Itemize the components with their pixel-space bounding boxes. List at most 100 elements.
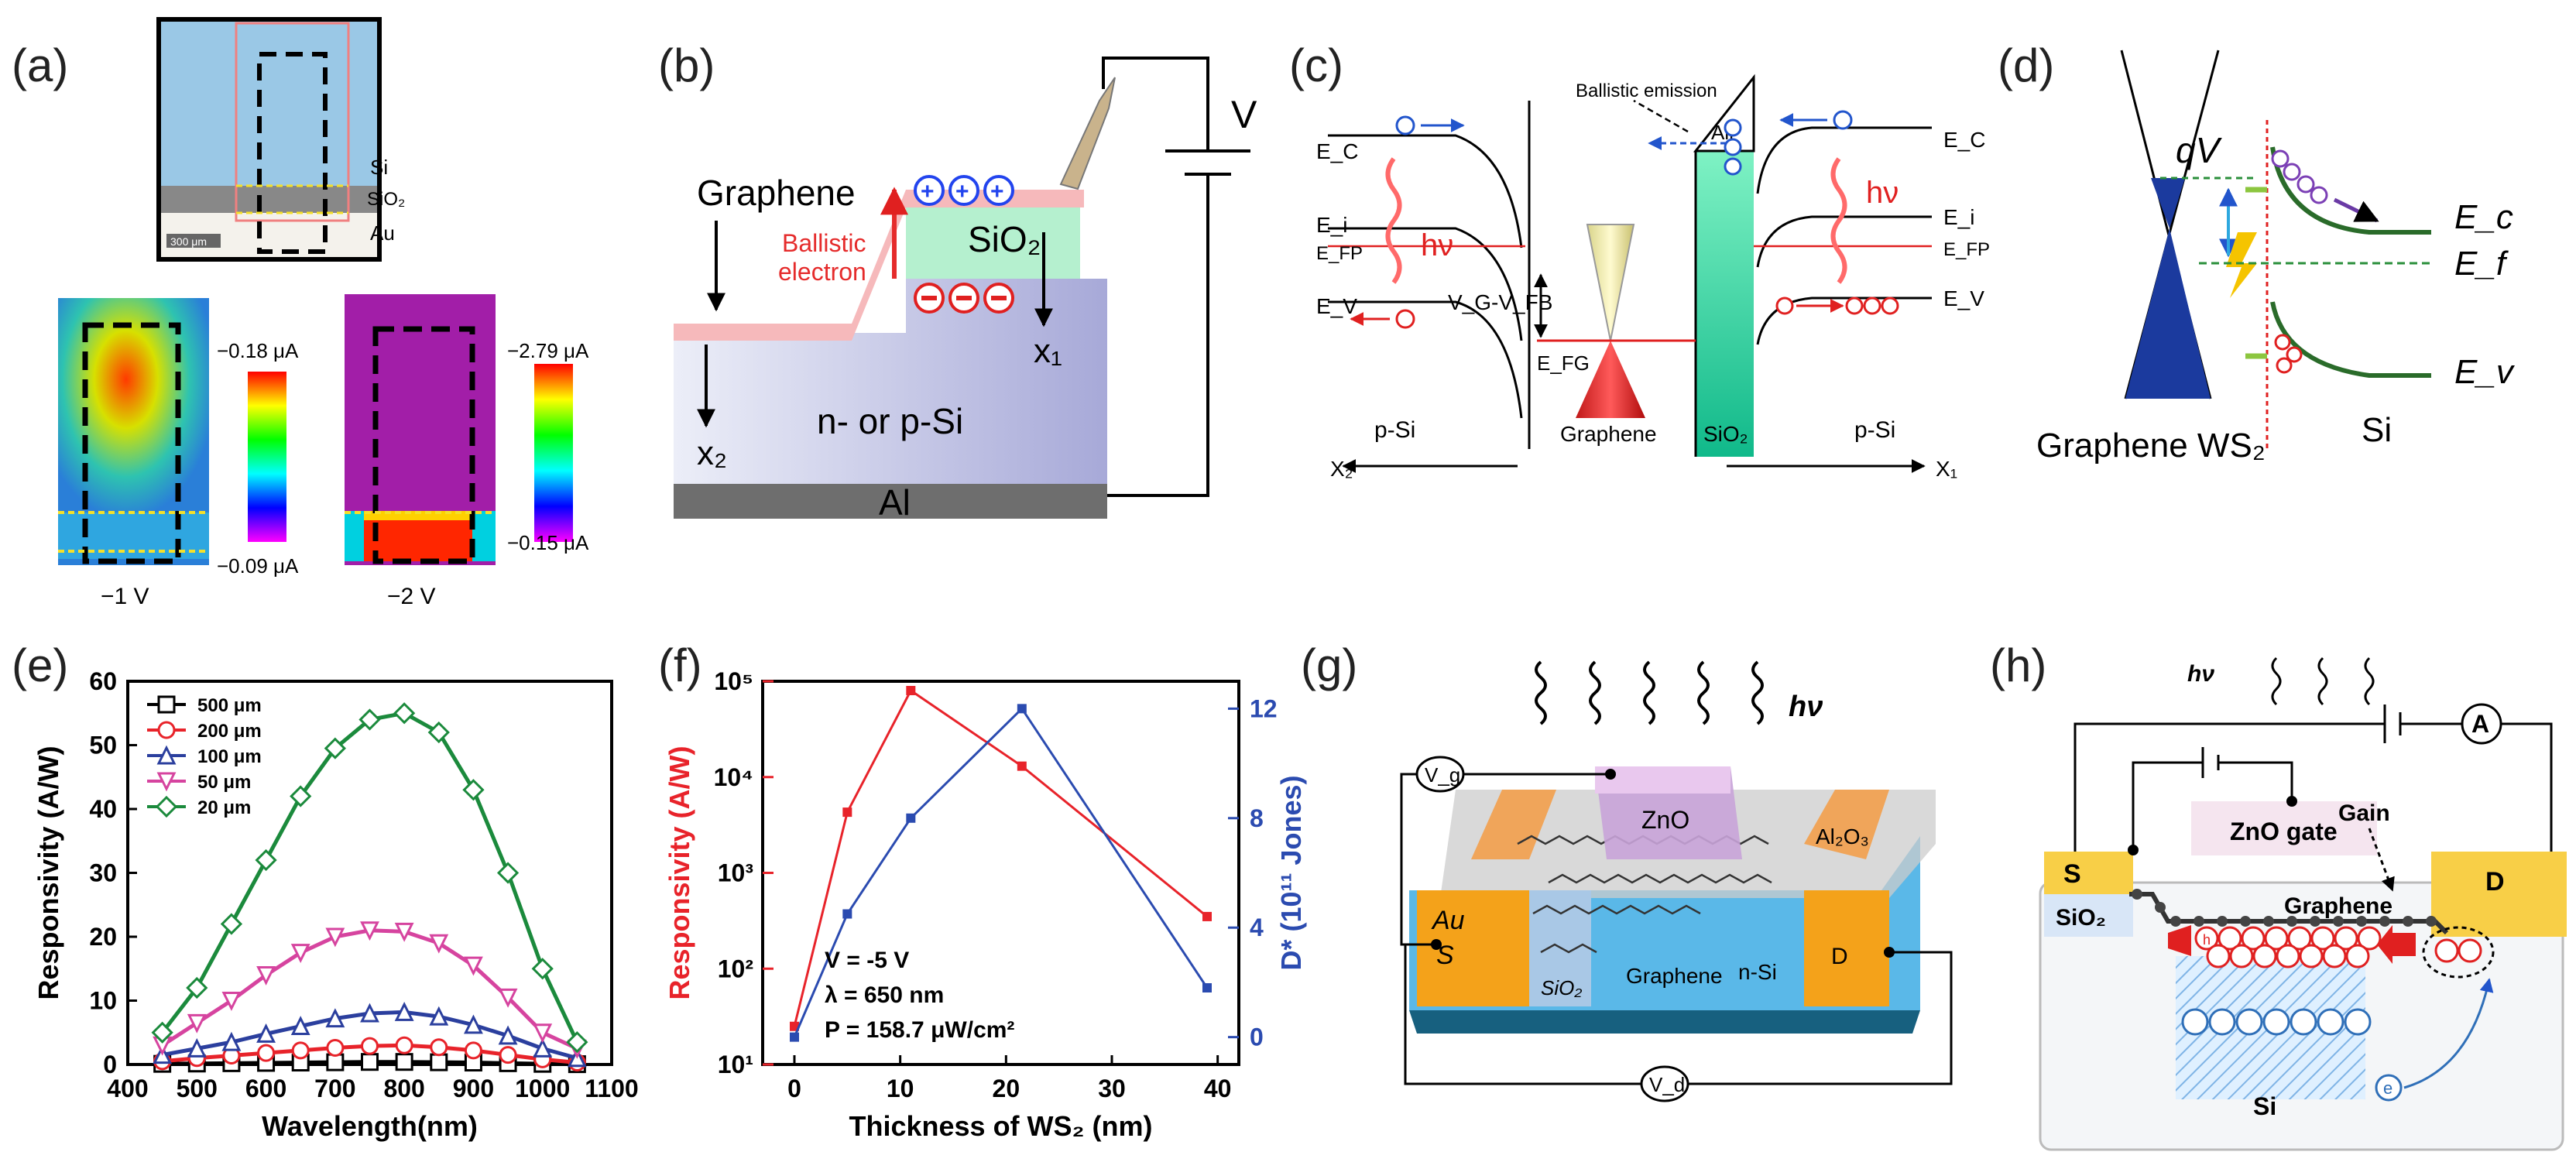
label-al: Al xyxy=(879,482,911,523)
data-point-e xyxy=(464,956,483,976)
svg-text:+: + xyxy=(990,179,1004,204)
label-qv: qV xyxy=(2176,130,2223,170)
electron-charges xyxy=(914,283,1014,314)
data-point-e xyxy=(324,737,346,759)
graphene-dots xyxy=(2132,889,2437,927)
data-point-e xyxy=(220,913,243,935)
data-point-e xyxy=(533,1023,553,1044)
data-point-f xyxy=(1202,911,1212,921)
y-left-tick-label-f: 10³ xyxy=(718,859,753,887)
circuit-g xyxy=(1400,773,1953,1085)
x-tick-label-e: 500 xyxy=(177,1075,218,1102)
label-ev-left: E_V xyxy=(1316,294,1357,318)
map2-bias: −2 V xyxy=(387,584,436,609)
drain-top xyxy=(1804,790,1889,859)
valence-band xyxy=(2270,301,2431,378)
y-left-tick-label-f: 10¹ xyxy=(718,1051,753,1078)
legend-label-e: 100 μm xyxy=(197,746,262,767)
y-right-tick-label-f: 8 xyxy=(1250,804,1264,832)
x-tick-label-f: 40 xyxy=(1204,1075,1232,1102)
label-graphene-ws2: Graphene WS₂ xyxy=(2036,427,2266,465)
data-point-e xyxy=(499,1046,517,1064)
map1-min: −0.09 μA xyxy=(217,554,299,578)
data-point-e xyxy=(326,1053,345,1071)
data-point-e xyxy=(498,1025,518,1045)
label-sio2: SiO₂ xyxy=(367,189,405,210)
panel-label-h: (h) xyxy=(1990,639,2046,691)
hole-label: h xyxy=(2203,932,2211,948)
label-si-b: n- or p-Si xyxy=(817,401,963,441)
data-point-e xyxy=(187,1038,207,1058)
label-s-g: S xyxy=(1436,941,1454,970)
data-point-e xyxy=(566,1031,588,1054)
data-point-e xyxy=(221,1031,242,1051)
data-point-f xyxy=(790,1021,799,1031)
x-tick-label-e: 800 xyxy=(383,1075,424,1102)
label-ec-right: E_C xyxy=(1943,128,1985,152)
label-vg: V_g xyxy=(1425,763,1460,787)
label-ec-d: E_c xyxy=(2454,198,2513,236)
label-gain: Gain xyxy=(2338,800,2390,826)
data-point-f xyxy=(906,813,916,823)
photon-waves-h xyxy=(2271,656,2375,706)
x-tick-label-e: 900 xyxy=(453,1075,494,1102)
data-point-f xyxy=(842,909,852,919)
source-top xyxy=(1471,790,1556,859)
data-point-f xyxy=(1017,704,1027,714)
label-ei-left: E_i xyxy=(1316,213,1347,237)
panel-label-b: (b) xyxy=(658,39,715,91)
panel-label-c: (c) xyxy=(1289,39,1343,91)
data-point-e xyxy=(290,785,312,807)
circuit-h xyxy=(2073,704,2553,852)
x-tick-label-e: 1000 xyxy=(515,1075,570,1102)
gain-circle xyxy=(2422,926,2495,979)
label-a: A xyxy=(2471,710,2489,738)
label-x1: x₁ xyxy=(1034,332,1062,370)
highlight-box xyxy=(235,22,350,222)
panel-label-f: (f) xyxy=(658,639,702,691)
map2-min: −0.15 μA xyxy=(507,531,589,554)
panel-a: (a) Si SiO₂ Au 300 μm −0.18 μA −0.09 μA … xyxy=(12,17,589,609)
data-point-e xyxy=(290,944,310,963)
electrons-row xyxy=(2181,1008,2403,1102)
label-nsi: n-Si xyxy=(1738,960,1777,984)
label-d-h: D xyxy=(2485,867,2505,896)
annotation-f: P = 158.7 μW/cm² xyxy=(825,1017,1014,1043)
colorbar-1 xyxy=(248,372,286,542)
dirac-fill-upper xyxy=(2151,178,2185,228)
data-point-f xyxy=(1017,761,1027,771)
panel-label-a: (a) xyxy=(12,39,68,91)
data-point-e xyxy=(325,1008,345,1028)
annotation-f: V = -5 V xyxy=(825,948,909,973)
hole-charges: + + + xyxy=(914,175,1014,206)
si-substrate xyxy=(674,279,1107,484)
data-point-e xyxy=(361,1053,379,1071)
panel-d: (d) qV E_c E_f E_v Graphene WS₂ xyxy=(1998,39,2516,465)
y-tick-label-e: 0 xyxy=(103,1051,117,1078)
label-efp-left: E_FP xyxy=(1316,243,1363,264)
label-vg-vfb: V_G-V_FB xyxy=(1448,290,1552,314)
chart-f: 0 10 20 30 40 10¹ 10² 10³ 10⁴ 10⁵ 0 4 8 12 Thickness o… xyxy=(664,667,1307,1142)
panel-h: (h) ZnO gate S D SiO₂ Graphene Gain Si xyxy=(1990,639,2567,1151)
legend-label-e: 20 μm xyxy=(197,797,251,818)
al-layer xyxy=(674,484,1107,519)
electron-label: e xyxy=(2383,1078,2392,1098)
map2-max: −2.79 μA xyxy=(507,339,589,362)
label-ev-d: E_v xyxy=(2454,353,2516,391)
label-sio2-c: SiO₂ xyxy=(1703,422,1748,446)
hv-left: hν xyxy=(1421,228,1453,262)
label-electron: electron xyxy=(778,258,866,286)
label-sio2-h: SiO₂ xyxy=(2056,905,2106,931)
legend-label-e: 50 μm xyxy=(197,772,251,793)
vg-terminal xyxy=(1415,756,1465,793)
data-point-e xyxy=(430,1038,448,1057)
legend-marker-e xyxy=(157,695,176,714)
graphene-layer xyxy=(674,190,1084,341)
substrate-bottom xyxy=(1409,1010,1920,1034)
data-point-e xyxy=(429,934,449,954)
data-point-e xyxy=(255,848,277,872)
scale-bar: 300 μm xyxy=(170,235,207,248)
label-au-g: Au xyxy=(1431,906,1465,935)
data-point-e xyxy=(221,992,242,1011)
label-sio2-b: SiO₂ xyxy=(968,219,1041,259)
